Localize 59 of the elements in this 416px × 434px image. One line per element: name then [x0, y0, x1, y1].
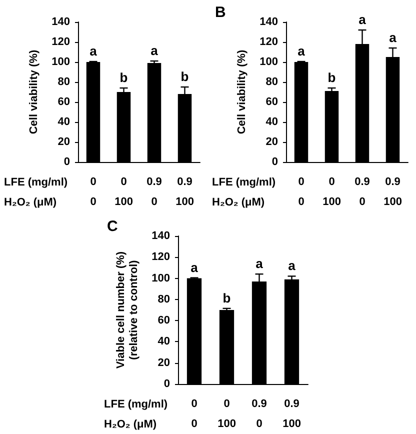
x-tick-label: 0 0	[191, 398, 198, 430]
x-tick-label: 0 0	[298, 176, 304, 208]
chart-title: C	[107, 218, 118, 235]
y-tick-label: 80	[158, 293, 170, 306]
y-tick-label: 140	[260, 16, 278, 28]
data-label: b	[328, 70, 336, 85]
x-tick-label: 0.9 100	[282, 398, 301, 430]
y-tick-label: 100	[52, 56, 70, 68]
y-tick-label: 20	[266, 136, 278, 148]
y-tick-label: 40	[58, 116, 70, 128]
x-tick-label: 0.9 0	[252, 398, 267, 430]
data-label: b	[120, 70, 128, 85]
text: LFE (mg/ml)	[4, 176, 68, 188]
y-tick-label: 60	[266, 96, 278, 108]
y-axis-title: Cell viability (%)	[28, 49, 40, 134]
data-label: a	[90, 44, 98, 58]
chart-title: B	[215, 4, 226, 21]
y-axis-title: Cell viability (%)	[236, 49, 248, 134]
text: LFE (mg/ml)	[104, 398, 168, 410]
y-tick-label: 140	[152, 230, 170, 242]
text: LFE (mg/ml)	[212, 176, 276, 188]
y-axis-title: Viable cell number (%) (relative to control)	[115, 251, 140, 369]
data-label: a	[256, 256, 264, 272]
y-tick-label: 100	[152, 272, 170, 284]
y-tick-label: 140	[52, 16, 70, 28]
x-tick-label: 0 100	[218, 398, 236, 430]
x-tick-label: 0.9 0	[146, 176, 162, 208]
text: H₂O₂ (μM)	[212, 196, 265, 208]
y-tick-label: 120	[260, 36, 278, 48]
data-label: a	[358, 12, 367, 27]
y-tick-label: 100	[260, 56, 278, 68]
data-label: b	[180, 69, 189, 84]
y-tick-label: 40	[158, 336, 170, 348]
x-tick-label: 0.9 100	[384, 176, 402, 208]
data-label: a	[150, 43, 159, 58]
data-label: a	[288, 258, 296, 274]
data-label: a	[298, 44, 306, 58]
x-tick-label: 0 0	[90, 176, 96, 208]
data-label: b	[222, 290, 231, 306]
y-tick-label: 20	[58, 136, 70, 148]
data-label: a	[389, 30, 398, 45]
x-tick-label: 0 100	[114, 176, 133, 208]
y-tick-label: 20	[158, 356, 170, 369]
y-tick-label: 60	[158, 314, 170, 327]
y-tick-label: 0	[64, 156, 70, 168]
data-label: a	[190, 260, 199, 275]
x-tick-label: 0.9 0	[354, 176, 370, 208]
y-tick-label: 120	[52, 36, 70, 48]
y-tick-label: 80	[266, 76, 278, 88]
y-tick-label: 0	[272, 156, 278, 168]
text: H₂O₂ (μM)	[4, 196, 57, 208]
x-tick-label: 0.9 100	[176, 176, 194, 208]
x-tick-label: 0 100	[322, 176, 341, 208]
y-tick-label: 120	[152, 251, 170, 264]
y-tick-label: 80	[58, 76, 70, 88]
y-tick-label: 0	[164, 378, 170, 390]
y-tick-label: 40	[266, 116, 278, 128]
text: H₂O₂ (μM)	[104, 418, 157, 430]
y-tick-label: 60	[58, 96, 70, 108]
